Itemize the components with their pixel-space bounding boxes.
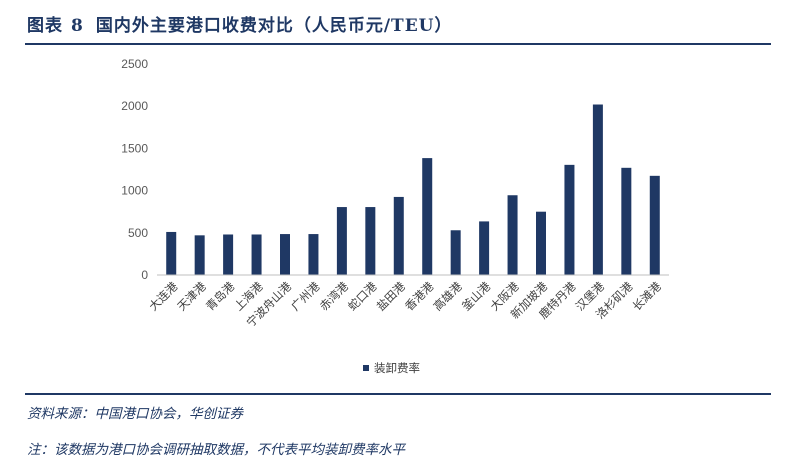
x-tick-label: 高雄港 (430, 279, 465, 314)
bottom-rule (25, 393, 771, 395)
bar (536, 211, 546, 275)
source-text: 资料来源：中国港口协会，华创证券 (27, 406, 243, 422)
bar-chart: 0 500 1000 1500 2000 2500 大连港天津港青岛港上海港宁波舟山港广州… (121, 57, 669, 375)
y-tick-label: 1500 (121, 141, 148, 155)
bar (393, 196, 404, 275)
x-tick-label: 蛇口港 (345, 279, 380, 314)
x-tick-label: 大连港 (146, 279, 181, 314)
x-tick-label: 天津港 (174, 279, 209, 314)
bar (223, 234, 234, 275)
bar (422, 158, 433, 275)
figure-label: 图表 (27, 16, 63, 36)
x-tick-label: 赤湾港 (317, 279, 352, 314)
y-tick-label: 2000 (121, 99, 148, 113)
bar (194, 235, 205, 275)
bar (479, 221, 490, 275)
x-tick-label: 青岛港 (203, 279, 238, 314)
bar (280, 234, 290, 275)
legend-label: 装卸费率 (374, 361, 420, 375)
x-axis-labels: 大连港天津港青岛港上海港宁波舟山港广州港赤湾港蛇口港盐田港香港港高雄港釜山港大阪… (146, 279, 664, 330)
top-rule (25, 43, 771, 45)
bar (507, 195, 518, 275)
figure-title: 图表 8 国内外主要港口收费对比（人民币元/TEU） (27, 11, 453, 36)
bar (649, 175, 660, 275)
legend: 装卸费率 (363, 361, 420, 375)
x-tick-label: 盐田港 (374, 279, 409, 314)
bar (336, 207, 347, 275)
x-tick-label: 香港港 (402, 279, 437, 314)
bar (251, 234, 262, 275)
bars (166, 104, 660, 276)
chart-title: 国内外主要港口收费对比（人民币元/TEU） (95, 16, 453, 36)
legend-swatch (363, 365, 369, 371)
x-tick-label: 长滩港 (630, 279, 665, 314)
x-tick-label: 釜山港 (459, 279, 494, 314)
bar (450, 230, 461, 275)
y-axis: 0 500 1000 1500 2000 2500 (121, 57, 148, 282)
y-tick-label: 500 (128, 226, 148, 240)
bar (308, 234, 319, 275)
figure-number: 8 (71, 16, 84, 36)
bar (365, 207, 376, 275)
y-tick-label: 2500 (121, 57, 148, 71)
bar (592, 104, 603, 276)
bar (621, 167, 632, 275)
note-text: 注：该数据为港口协会调研抽取数据，不代表平均装卸费率水平 (27, 442, 405, 458)
x-tick-label: 广州港 (288, 279, 323, 314)
bar (166, 231, 177, 275)
y-tick-label: 0 (141, 268, 148, 282)
y-tick-label: 1000 (121, 184, 148, 198)
bar (564, 164, 575, 275)
